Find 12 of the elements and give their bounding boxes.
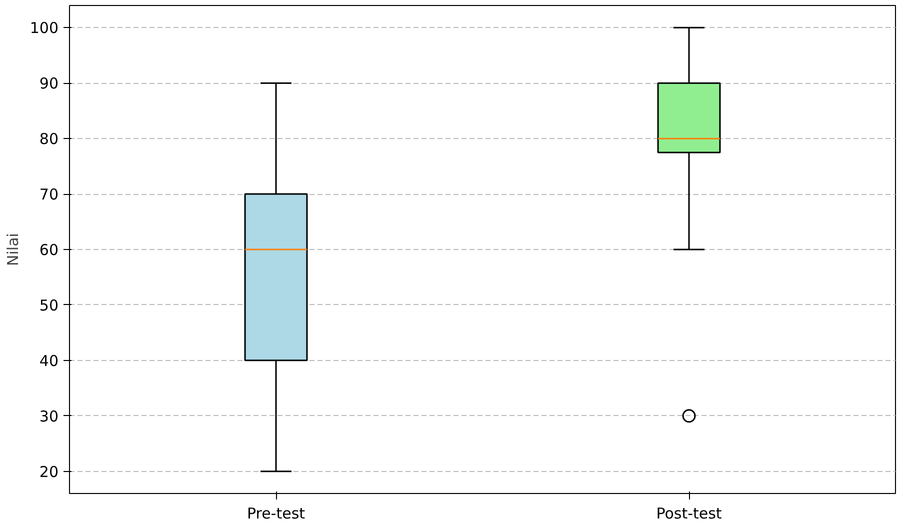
x-tick-label: Post-test — [656, 504, 722, 522]
y-axis-title: Nilai — [4, 233, 22, 266]
y-tick-label: 40 — [39, 352, 59, 370]
y-tick-label: 100 — [30, 19, 59, 38]
y-tick-label: 80 — [39, 130, 59, 148]
y-tick-label: 90 — [39, 74, 59, 93]
y-tick-label: 70 — [39, 186, 59, 204]
y-tick-label: 30 — [39, 407, 59, 426]
y-tick-label: 20 — [39, 462, 59, 481]
y-tick-label: 60 — [39, 241, 59, 259]
x-tick-label: Pre-test — [246, 504, 306, 522]
y-tick-label: 50 — [39, 296, 59, 314]
